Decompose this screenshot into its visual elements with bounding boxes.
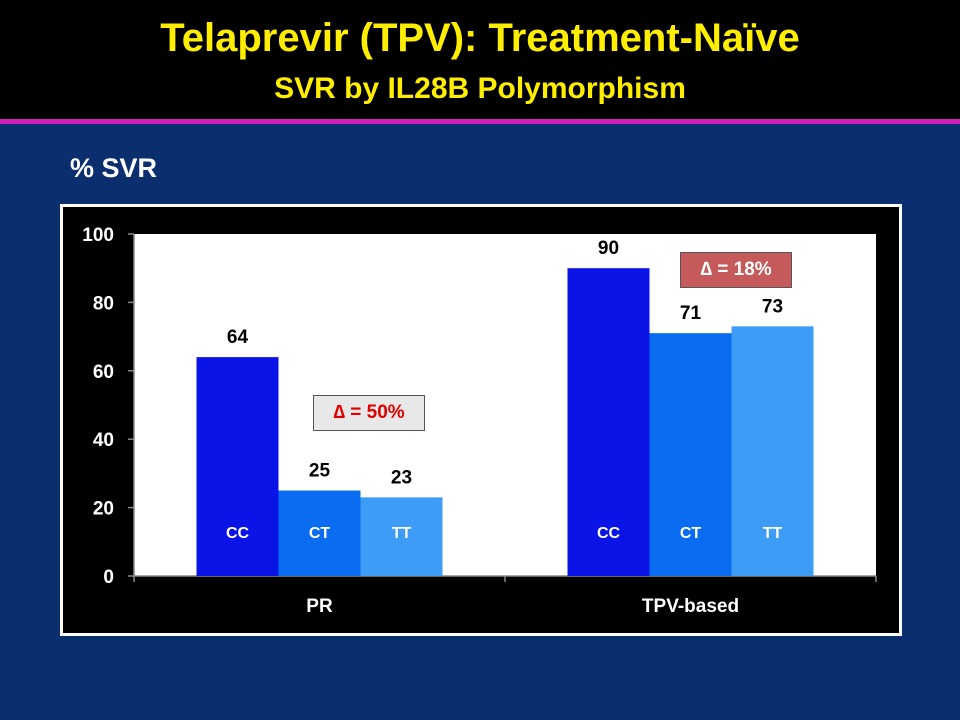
series-label: CT [680, 525, 702, 542]
y-tick-label: 60 [93, 362, 114, 383]
data-label: 73 [762, 296, 783, 317]
title-banner [0, 0, 960, 119]
title-divider [0, 119, 960, 124]
x-category-label: TPV-based [642, 596, 739, 617]
slide-title: Telaprevir (TPV): Treatment-Naïve [160, 16, 800, 60]
bar-ct [278, 490, 361, 576]
bar-cc [196, 357, 279, 576]
series-label: CC [597, 525, 621, 542]
pr-delta-annotation: ∆ = 50% [313, 395, 425, 431]
bar-ct [649, 333, 732, 576]
y-axis-caption: % SVR [70, 153, 158, 183]
series-label: CC [226, 525, 250, 542]
bar-tt [731, 326, 814, 576]
data-label: 23 [391, 467, 412, 488]
x-category-label: PR [306, 596, 333, 617]
y-tick-label: 20 [93, 499, 114, 520]
series-label: TT [392, 525, 412, 542]
data-label: 25 [309, 461, 331, 482]
slide-subtitle: SVR by IL28B Polymorphism [274, 72, 686, 105]
bar-cc [567, 268, 650, 576]
y-tick-label: 100 [82, 225, 114, 246]
data-label: 90 [598, 238, 619, 259]
series-label: CT [309, 525, 331, 542]
tpv-delta-annotation: ∆ = 18% [680, 252, 792, 288]
y-tick-label: 80 [93, 293, 114, 314]
y-tick-label: 40 [93, 430, 114, 451]
data-label: 71 [680, 303, 702, 324]
series-label: TT [763, 525, 783, 542]
bar-tt [360, 497, 443, 576]
y-tick-label: 0 [103, 567, 114, 588]
data-label: 64 [227, 327, 249, 348]
